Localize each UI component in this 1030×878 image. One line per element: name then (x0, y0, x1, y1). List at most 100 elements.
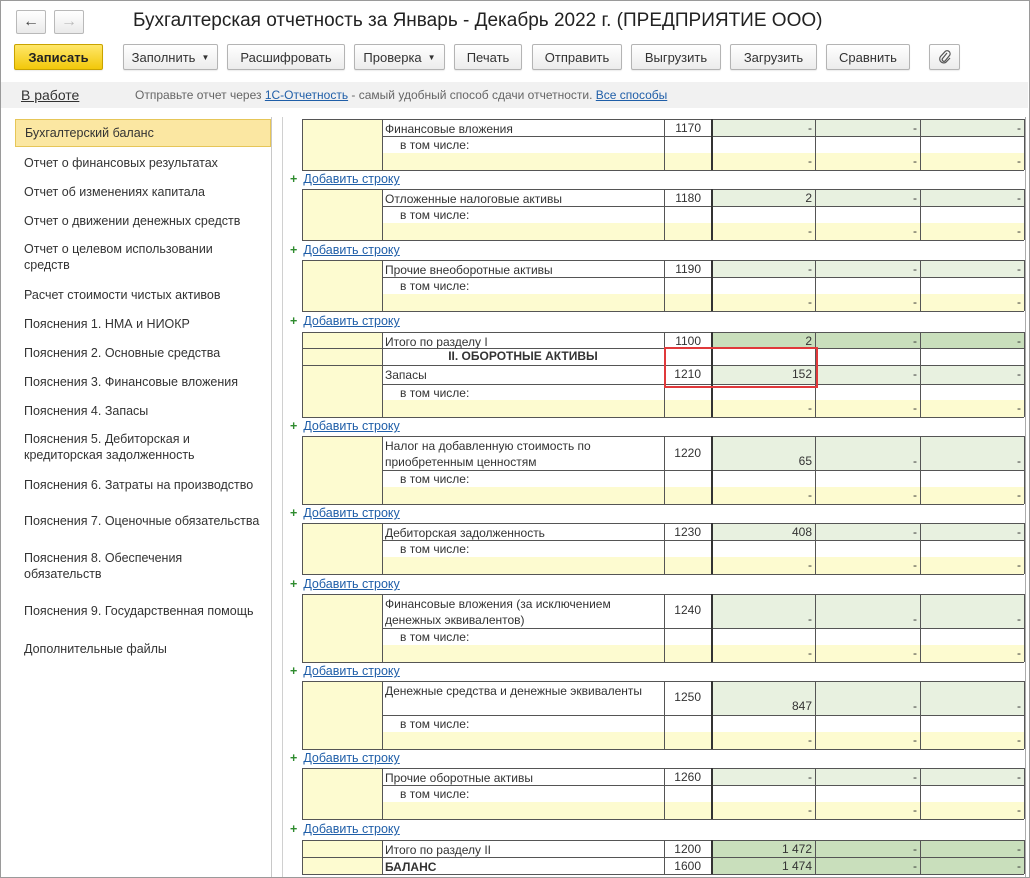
add-row-link[interactable]: + Добавить строку (290, 314, 400, 328)
sub-input-row[interactable] (382, 487, 1024, 504)
input-column-cell[interactable] (302, 189, 382, 206)
row-value-prev2[interactable]: - (1017, 525, 1021, 539)
row-value-prev2[interactable]: - (1017, 121, 1021, 135)
value-cell-prev2[interactable] (920, 260, 1024, 277)
value-cell-current[interactable] (711, 840, 815, 857)
print-button[interactable]: Печать (454, 44, 522, 70)
sub-value-prev2[interactable]: - (1017, 224, 1021, 238)
value-cell-prev[interactable] (815, 840, 920, 857)
value-cell-prev2[interactable] (920, 840, 1024, 857)
row-value[interactable]: - (808, 121, 812, 135)
section-item-balance[interactable]: Бухгалтерский баланс (15, 119, 271, 147)
row-value[interactable]: 408 (791, 525, 812, 539)
row-value-prev2[interactable]: - (1017, 454, 1021, 468)
value-cell-prev2[interactable] (920, 189, 1024, 206)
add-row-link[interactable]: + Добавить строку (290, 664, 400, 678)
input-column-cell[interactable] (302, 857, 382, 874)
value-cell-current[interactable] (711, 332, 815, 348)
all-methods-link[interactable]: Все способы (595, 88, 668, 102)
back-button[interactable]: ← (16, 10, 46, 34)
row-value-prev[interactable]: - (913, 334, 917, 348)
value-cell-prev2[interactable] (920, 857, 1024, 874)
value-cell-current[interactable] (711, 436, 815, 470)
input-column-cell[interactable] (302, 436, 382, 470)
input-column-cell[interactable] (302, 348, 382, 365)
export-button[interactable]: Выгрузить (631, 44, 721, 70)
row-value[interactable]: 1 472 (781, 842, 812, 856)
save-button[interactable]: Записать (14, 44, 103, 70)
input-column-cell[interactable] (302, 681, 382, 715)
section-item-extra-files[interactable]: Дополнительные файлы (24, 641, 167, 656)
section-item-note-3[interactable]: Пояснения 3. Финансовые вложения (24, 374, 239, 389)
section-item-financial-results[interactable]: Отчет о финансовых результатах (24, 155, 218, 170)
sub-value-prev[interactable]: - (913, 295, 917, 309)
input-column-cell[interactable] (302, 365, 382, 384)
row-value-prev[interactable]: - (913, 770, 917, 784)
row-value[interactable]: 152 (791, 367, 812, 381)
value-cell-current[interactable] (711, 523, 815, 540)
row-value-prev[interactable]: - (913, 842, 917, 856)
value-cell-current[interactable] (711, 768, 815, 785)
row-value-prev2[interactable]: - (1017, 859, 1021, 873)
sub-value-prev[interactable]: - (913, 224, 917, 238)
value-cell-prev[interactable] (815, 857, 920, 874)
sub-value-prev[interactable]: - (913, 401, 917, 415)
row-value-prev[interactable]: - (913, 859, 917, 873)
sub-value[interactable]: - (808, 803, 812, 817)
value-cell-current[interactable] (711, 119, 815, 136)
row-value-prev2[interactable]: - (1017, 770, 1021, 784)
row-value-prev[interactable]: - (913, 699, 917, 713)
sub-input-row[interactable] (382, 732, 1024, 749)
sub-input-row[interactable] (382, 153, 1024, 170)
section-item-capital-changes[interactable]: Отчет об изменениях капитала (24, 184, 205, 199)
value-cell-prev[interactable] (815, 594, 920, 628)
value-cell-current[interactable] (711, 857, 815, 874)
sub-value[interactable]: - (808, 224, 812, 238)
sub-input-row[interactable] (382, 223, 1024, 240)
row-value[interactable]: - (808, 262, 812, 276)
input-column-cell[interactable] (302, 206, 382, 240)
section-item-targeted-use[interactable]: Отчет о целевом использовании средств (24, 242, 213, 272)
sub-value[interactable]: - (808, 488, 812, 502)
row-value-prev2[interactable]: - (1017, 334, 1021, 348)
input-column-cell[interactable] (302, 523, 382, 540)
value-cell-current[interactable] (711, 365, 815, 384)
sub-value-prev[interactable]: - (913, 646, 917, 660)
forward-button[interactable]: → (54, 10, 84, 34)
input-column-cell[interactable] (302, 768, 382, 785)
sub-input-row[interactable] (382, 294, 1024, 311)
row-value-prev[interactable]: - (913, 612, 917, 626)
section-item-note-4[interactable]: Пояснения 4. Запасы (24, 403, 149, 418)
status-link[interactable]: В работе (21, 87, 80, 103)
row-value-prev2[interactable]: - (1017, 612, 1021, 626)
value-cell-prev[interactable] (815, 332, 920, 348)
row-value-prev[interactable]: - (913, 121, 917, 135)
input-column-cell[interactable] (302, 119, 382, 136)
sub-value[interactable]: - (808, 558, 812, 572)
row-value[interactable]: 1 474 (781, 859, 812, 873)
input-column-cell[interactable] (302, 470, 382, 504)
value-cell-prev2[interactable] (920, 594, 1024, 628)
input-column-cell[interactable] (302, 384, 382, 417)
value-cell-prev2[interactable] (920, 523, 1024, 540)
check-button[interactable]: Проверка ▼ (354, 44, 445, 70)
add-row-link[interactable]: + Добавить строку (290, 243, 400, 257)
sub-value[interactable]: - (808, 154, 812, 168)
section-item-note-2[interactable]: Пояснения 2. Основные средства (24, 345, 221, 360)
value-cell-prev2[interactable] (920, 332, 1024, 348)
section-item-note-8[interactable]: Пояснения 8. Обеспечения обязательств (24, 551, 183, 581)
fill-button[interactable]: Заполнить ▼ (123, 44, 218, 70)
sub-value[interactable]: - (808, 646, 812, 660)
value-cell-prev[interactable] (815, 189, 920, 206)
input-column-cell[interactable] (302, 260, 382, 277)
row-value-prev2[interactable]: - (1017, 699, 1021, 713)
input-column-cell[interactable] (302, 840, 382, 857)
value-cell-prev2[interactable] (920, 436, 1024, 470)
sub-value-prev[interactable]: - (913, 558, 917, 572)
sub-value-prev2[interactable]: - (1017, 558, 1021, 572)
input-column-cell[interactable] (302, 628, 382, 662)
decode-button[interactable]: Расшифровать (227, 44, 345, 70)
row-value[interactable]: 2 (805, 191, 812, 205)
add-row-link[interactable]: + Добавить строку (290, 577, 400, 591)
section-item-note-5[interactable]: Пояснения 5. Дебиторская и кредиторская … (24, 432, 195, 462)
